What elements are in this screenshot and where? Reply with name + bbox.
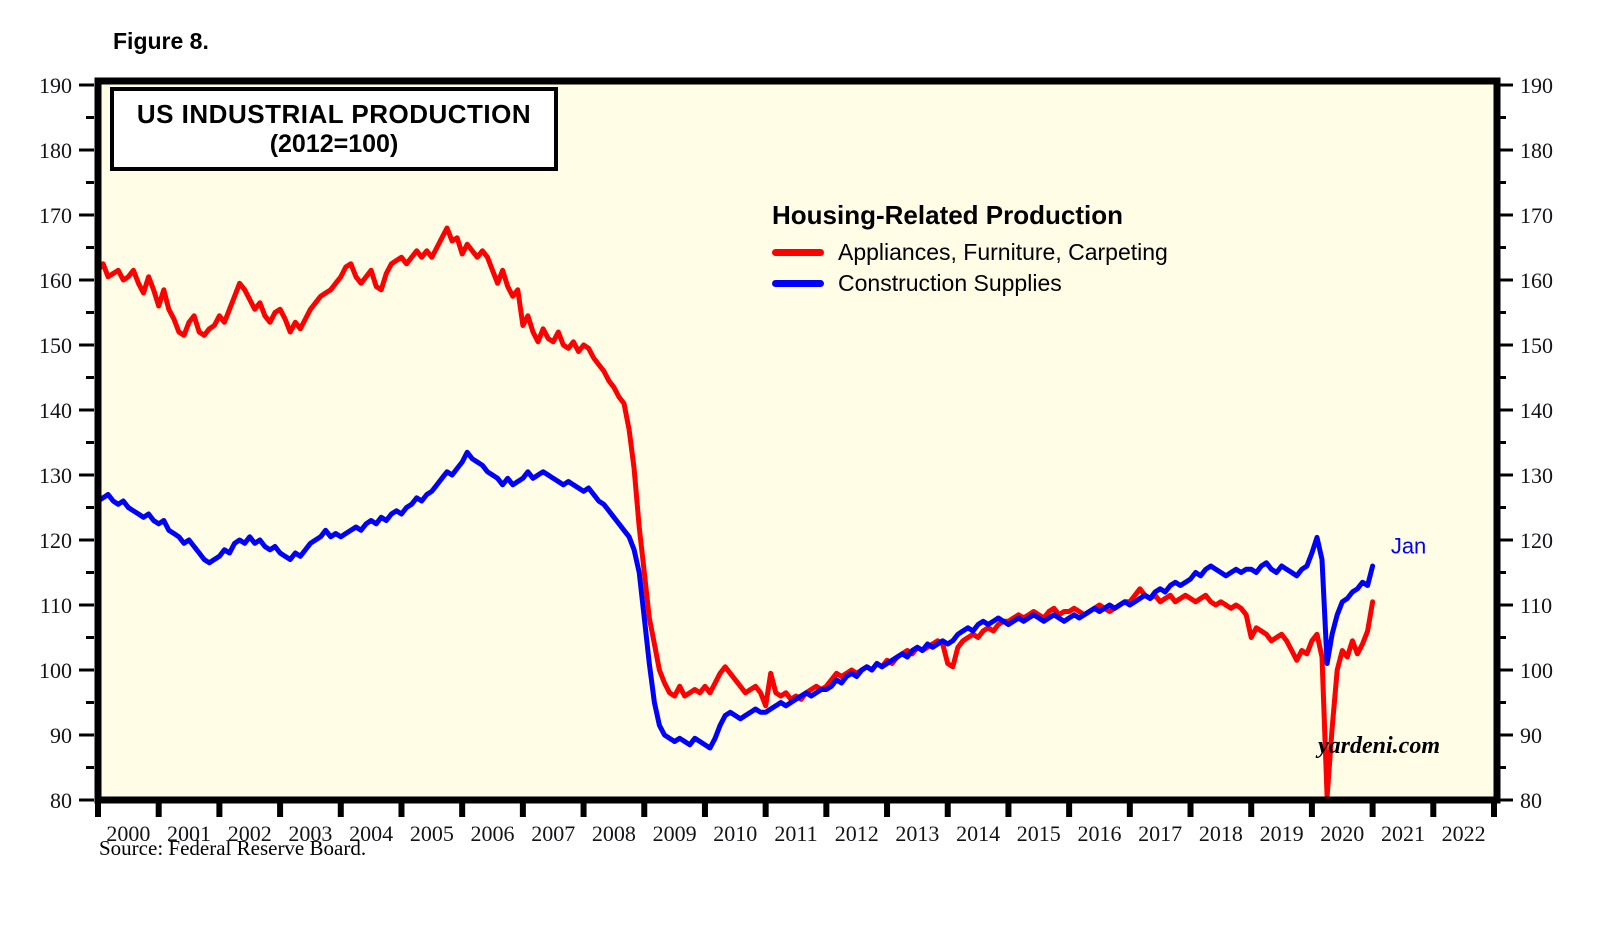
- svg-text:2021: 2021: [1381, 821, 1425, 846]
- annotation-jan: Jan: [1391, 534, 1426, 559]
- svg-text:2010: 2010: [713, 821, 757, 846]
- svg-text:2022: 2022: [1442, 821, 1486, 846]
- chart-annotations: Jan: [1391, 534, 1426, 559]
- svg-text:100: 100: [39, 658, 72, 683]
- legend-item-construction: Construction Supplies: [772, 268, 1168, 299]
- svg-text:2008: 2008: [592, 821, 636, 846]
- svg-text:110: 110: [40, 593, 72, 618]
- svg-text:2015: 2015: [1017, 821, 1061, 846]
- svg-text:2009: 2009: [653, 821, 697, 846]
- svg-text:2000: 2000: [106, 821, 150, 846]
- svg-text:2005: 2005: [410, 821, 454, 846]
- svg-text:130: 130: [1520, 463, 1553, 488]
- red-line-swatch: [772, 249, 824, 256]
- plot-border: [94, 77, 1501, 804]
- svg-text:160: 160: [1520, 268, 1553, 293]
- watermark: yardeni.com: [1318, 733, 1440, 759]
- svg-text:2011: 2011: [774, 821, 817, 846]
- figure-label: Figure 8.: [113, 28, 209, 54]
- svg-text:2017: 2017: [1138, 821, 1182, 846]
- svg-text:2019: 2019: [1260, 821, 1304, 846]
- svg-text:2016: 2016: [1077, 821, 1121, 846]
- svg-text:2002: 2002: [228, 821, 272, 846]
- x-axis-ticks: [95, 800, 1497, 817]
- svg-text:190: 190: [39, 73, 72, 98]
- svg-text:150: 150: [1520, 333, 1553, 358]
- svg-text:160: 160: [39, 268, 72, 293]
- chart-subtitle: (2012=100): [269, 130, 399, 158]
- svg-text:140: 140: [1520, 398, 1553, 423]
- svg-text:100: 100: [1520, 658, 1553, 683]
- svg-text:90: 90: [50, 723, 72, 748]
- legend-label-appliances: Appliances, Furniture, Carpeting: [838, 239, 1168, 265]
- construction-supplies-line: [95, 449, 1376, 751]
- legend-title: Housing-Related Production: [772, 200, 1123, 230]
- x-axis-labels: 2000 2001 2002 2003 2004 2005 2006 2007 2008 2009…: [106, 821, 1485, 846]
- svg-text:2006: 2006: [471, 821, 515, 846]
- svg-text:180: 180: [39, 138, 72, 163]
- svg-text:2018: 2018: [1199, 821, 1243, 846]
- legend-item-appliances: Appliances, Furniture, Carpeting: [772, 237, 1168, 268]
- legend: Housing-Related Production Appliances, F…: [772, 200, 1168, 299]
- svg-text:2003: 2003: [288, 821, 332, 846]
- svg-text:180: 180: [1520, 138, 1553, 163]
- plot-area: [98, 81, 1497, 800]
- svg-text:2004: 2004: [349, 821, 393, 846]
- svg-text:80: 80: [1520, 788, 1542, 813]
- svg-text:150: 150: [39, 333, 72, 358]
- svg-text:130: 130: [39, 463, 72, 488]
- svg-text:2014: 2014: [956, 821, 1000, 846]
- chart-title-box: US INDUSTRIAL PRODUCTION (2012=100): [110, 87, 558, 171]
- svg-text:120: 120: [1520, 528, 1553, 553]
- svg-text:80: 80: [50, 788, 72, 813]
- svg-text:170: 170: [39, 203, 72, 228]
- svg-text:2013: 2013: [895, 821, 939, 846]
- svg-text:120: 120: [39, 528, 72, 553]
- svg-text:2012: 2012: [835, 821, 879, 846]
- y-axis-labels: 80 80 90 90 100 100 110 110 120 120 130 130 140 140 15…: [39, 73, 1553, 813]
- svg-text:90: 90: [1520, 723, 1542, 748]
- svg-text:2001: 2001: [167, 821, 211, 846]
- data-series-lines: [95, 225, 1376, 800]
- chart-title: US INDUSTRIAL PRODUCTION: [136, 99, 532, 129]
- legend-label-construction: Construction Supplies: [838, 270, 1062, 296]
- svg-text:110: 110: [1520, 593, 1552, 618]
- appliances-furniture-carpeting-line: [95, 225, 1376, 800]
- svg-text:170: 170: [1520, 203, 1553, 228]
- svg-text:140: 140: [39, 398, 72, 423]
- svg-text:2020: 2020: [1320, 821, 1364, 846]
- source-note: Source: Federal Reserve Board.: [99, 836, 367, 860]
- blue-line-swatch: [772, 280, 824, 287]
- svg-text:2007: 2007: [531, 821, 575, 846]
- svg-text:190: 190: [1520, 73, 1553, 98]
